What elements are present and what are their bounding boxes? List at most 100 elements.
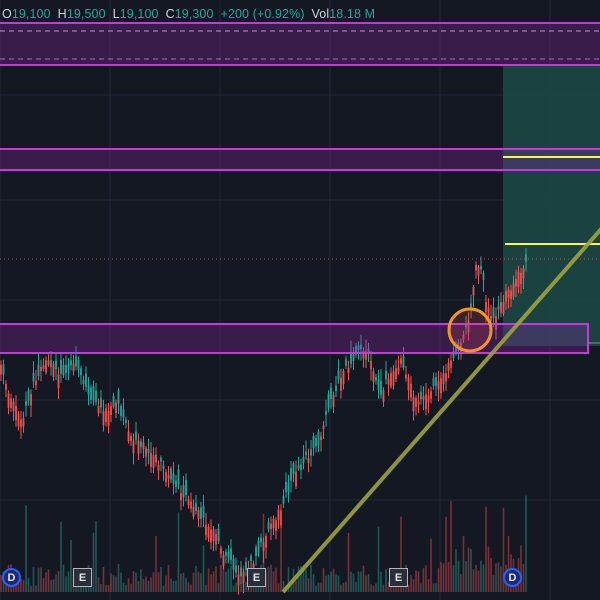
candle-body bbox=[265, 536, 267, 548]
volume-bar bbox=[355, 581, 357, 592]
volume-bar bbox=[182, 572, 185, 592]
candle-body bbox=[445, 373, 447, 382]
candle-body bbox=[392, 370, 395, 386]
volume-bar bbox=[117, 564, 120, 592]
volume-bar bbox=[50, 580, 52, 592]
candle-body bbox=[80, 368, 82, 376]
candle-body bbox=[25, 401, 27, 406]
candle-body bbox=[510, 290, 512, 300]
volume-bar bbox=[205, 584, 207, 592]
volume-bar bbox=[330, 571, 332, 592]
candle-body bbox=[202, 506, 205, 518]
volume-bar bbox=[445, 516, 447, 592]
candle-body bbox=[217, 528, 220, 541]
close-key: C bbox=[165, 7, 175, 21]
volume-bar bbox=[360, 571, 362, 592]
candle-body bbox=[155, 454, 157, 463]
resistance-zone-top[interactable] bbox=[0, 22, 600, 66]
candle-body bbox=[487, 307, 490, 316]
candle-body bbox=[525, 254, 527, 262]
candle-body bbox=[55, 360, 57, 370]
candle-body bbox=[147, 448, 150, 453]
volume-bar bbox=[500, 566, 502, 592]
candle-body bbox=[170, 468, 172, 480]
candle-body bbox=[185, 480, 187, 495]
dividend-marker-2[interactable]: D bbox=[503, 568, 522, 587]
candle-body bbox=[397, 367, 400, 372]
candle-body bbox=[260, 537, 262, 543]
volume-bar bbox=[25, 505, 27, 592]
candle-body bbox=[385, 371, 387, 380]
support-zone[interactable] bbox=[0, 323, 589, 354]
volume-bar bbox=[132, 571, 135, 592]
volume-bar bbox=[297, 566, 300, 592]
volume-bar bbox=[115, 576, 117, 592]
candle-body bbox=[282, 495, 285, 504]
volume-bar bbox=[105, 584, 107, 592]
candle-body bbox=[295, 471, 297, 487]
volume-bar bbox=[215, 566, 217, 592]
highlight-circle[interactable] bbox=[447, 307, 493, 353]
candle-body bbox=[45, 360, 47, 373]
resistance-zone-middle[interactable] bbox=[0, 148, 600, 171]
volume-bar bbox=[452, 565, 455, 592]
volume-bar bbox=[312, 574, 315, 592]
candle-body bbox=[105, 408, 107, 423]
volume-bar bbox=[407, 584, 410, 592]
earnings-marker-2[interactable]: E bbox=[247, 568, 266, 587]
candle-body bbox=[187, 499, 190, 506]
candle-body bbox=[102, 411, 105, 426]
projection-zone[interactable] bbox=[503, 66, 600, 346]
volume-bar bbox=[332, 568, 335, 592]
candle-body bbox=[500, 302, 502, 313]
candle-body bbox=[117, 390, 120, 404]
candle-body bbox=[15, 405, 17, 421]
volume-bar bbox=[57, 571, 60, 592]
candle-body bbox=[82, 379, 85, 385]
candle-body bbox=[85, 373, 87, 387]
candle-body bbox=[177, 469, 180, 485]
candle-body bbox=[140, 441, 142, 447]
candle-body bbox=[492, 307, 495, 319]
volume-bar bbox=[162, 585, 165, 592]
volume-bar bbox=[502, 507, 505, 592]
candle-body bbox=[237, 574, 240, 586]
candle-body bbox=[357, 345, 360, 350]
candle-body bbox=[515, 278, 517, 287]
dividend-marker-1[interactable]: D bbox=[2, 568, 21, 587]
volume-bar bbox=[62, 564, 65, 592]
candle-body bbox=[122, 409, 125, 418]
candle-body bbox=[370, 360, 372, 370]
earnings-marker-1[interactable]: E bbox=[73, 568, 92, 587]
candle-body bbox=[302, 457, 305, 464]
candle-body bbox=[520, 272, 522, 285]
volume-bar bbox=[367, 573, 370, 592]
volume-bar bbox=[225, 571, 227, 592]
volume-bar bbox=[352, 573, 355, 592]
volume-bar bbox=[60, 521, 62, 592]
volume-bar bbox=[380, 571, 382, 592]
candle-body bbox=[130, 436, 132, 441]
candle-body bbox=[167, 475, 170, 479]
volume-bar bbox=[455, 549, 457, 592]
candle-body bbox=[152, 455, 155, 468]
earnings-marker-3[interactable]: E bbox=[389, 568, 408, 587]
candle-body bbox=[125, 419, 127, 423]
candle-body bbox=[127, 431, 130, 441]
candle-body bbox=[235, 565, 237, 573]
candle-body bbox=[270, 523, 272, 530]
trendline[interactable] bbox=[281, 227, 600, 594]
candle-body bbox=[310, 449, 312, 456]
volume-bar bbox=[137, 581, 140, 592]
candle-body bbox=[30, 394, 32, 406]
candle-body bbox=[452, 351, 455, 358]
candle-body bbox=[272, 518, 275, 529]
volume-bar bbox=[450, 501, 452, 592]
volume-bar bbox=[400, 516, 402, 592]
volume-bar bbox=[387, 581, 390, 592]
volume-bar bbox=[320, 582, 322, 592]
candle-body bbox=[32, 373, 35, 382]
volume-bar bbox=[170, 578, 172, 592]
